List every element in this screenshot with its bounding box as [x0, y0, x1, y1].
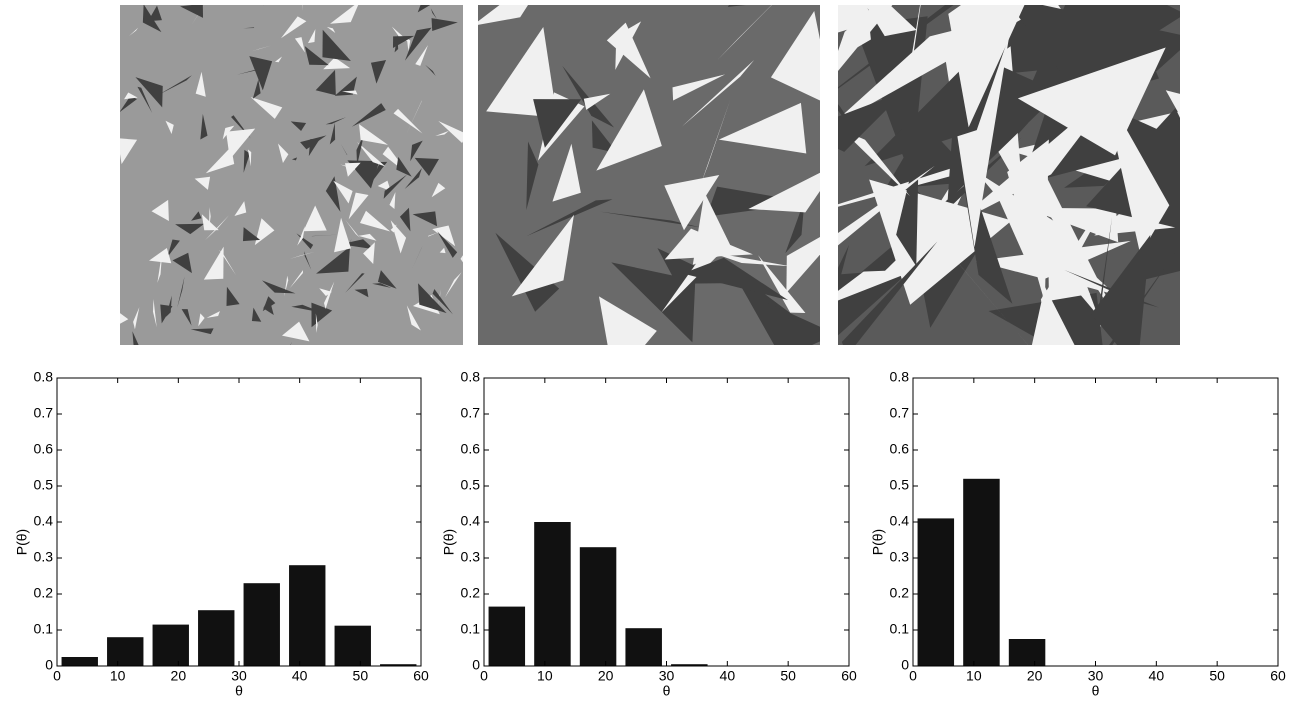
- bar: [489, 607, 526, 666]
- bar: [62, 657, 98, 666]
- y-tick-label: 0.2: [34, 585, 54, 601]
- y-tick-label: 0.5: [461, 477, 481, 493]
- y-tick-label: 0.8: [890, 369, 910, 385]
- x-tick-label: 30: [231, 668, 247, 684]
- bar: [625, 628, 662, 666]
- y-tick-label: 0.8: [34, 369, 54, 385]
- surface-image: [472, 0, 851, 382]
- bar: [244, 583, 280, 666]
- y-axis-label: P(θ): [870, 529, 886, 555]
- y-tick-label: 0.1: [34, 621, 54, 637]
- y-tick-label: 0.7: [890, 405, 910, 421]
- x-tick-label: 0: [53, 668, 61, 684]
- bar: [580, 547, 617, 666]
- y-tick-label: 0.5: [34, 477, 54, 493]
- y-tick-label: 0.5: [890, 477, 910, 493]
- y-axis-label: P(θ): [14, 529, 30, 555]
- bar: [107, 637, 143, 666]
- y-tick-label: 0.6: [890, 441, 910, 457]
- x-tick-label: 20: [1027, 668, 1043, 684]
- y-tick-label: 0.4: [890, 513, 910, 529]
- facet: [1035, 388, 1120, 408]
- bar: [289, 565, 325, 666]
- x-tick-label: 0: [480, 668, 488, 684]
- y-tick-label: 0: [45, 657, 53, 673]
- y-tick-label: 0.6: [34, 441, 54, 457]
- y-tick-label: 0.1: [890, 621, 910, 637]
- x-tick-label: 50: [780, 668, 796, 684]
- y-tick-label: 0: [472, 657, 480, 673]
- bar: [918, 518, 955, 666]
- y-tick-label: 0: [901, 657, 909, 673]
- y-tick-label: 0.7: [34, 405, 54, 421]
- bar: [963, 479, 1000, 666]
- x-tick-label: 0: [909, 668, 917, 684]
- x-tick-label: 60: [413, 668, 429, 684]
- y-tick-label: 0.1: [461, 621, 481, 637]
- y-tick-label: 0.7: [461, 405, 481, 421]
- y-tick-label: 0.4: [34, 513, 54, 529]
- bar: [335, 626, 371, 666]
- y-tick-label: 0.3: [461, 549, 481, 565]
- x-tick-label: 20: [171, 668, 187, 684]
- x-axis-label: θ: [663, 683, 671, 699]
- surface-image: [112, 0, 469, 359]
- y-tick-label: 0.6: [461, 441, 481, 457]
- y-axis-label: P(θ): [441, 529, 457, 555]
- figure: 0 0.1 0.2 0.3 0.4 0.5 0.6 0.7 0.8 0 10 20 30 40 50 60 θ P…: [0, 0, 1305, 701]
- bar: [1009, 639, 1046, 666]
- x-tick-label: 60: [1270, 668, 1286, 684]
- y-tick-label: 0.3: [34, 549, 54, 565]
- x-tick-label: 50: [1209, 668, 1225, 684]
- x-tick-label: 60: [841, 668, 857, 684]
- facet: [1220, 95, 1252, 229]
- bar: [153, 625, 189, 666]
- x-tick-label: 40: [720, 668, 736, 684]
- axes-box: [57, 378, 421, 666]
- y-tick-label: 0.8: [461, 369, 481, 385]
- x-tick-label: 40: [292, 668, 308, 684]
- y-tick-label: 0.2: [461, 585, 481, 601]
- x-tick-label: 10: [537, 668, 553, 684]
- x-tick-label: 30: [659, 668, 675, 684]
- bar: [534, 522, 571, 666]
- y-tick-label: 0.3: [890, 549, 910, 565]
- y-tick-label: 0.4: [461, 513, 481, 529]
- x-tick-label: 50: [353, 668, 369, 684]
- surface-image: [750, 0, 1278, 436]
- x-tick-label: 10: [110, 668, 126, 684]
- x-tick-label: 20: [598, 668, 614, 684]
- x-axis-label: θ: [235, 683, 243, 699]
- y-tick-label: 0.2: [890, 585, 910, 601]
- x-tick-label: 10: [966, 668, 982, 684]
- bar: [198, 610, 234, 666]
- x-axis-label: θ: [1092, 683, 1100, 699]
- x-tick-label: 40: [1149, 668, 1165, 684]
- x-tick-label: 30: [1088, 668, 1104, 684]
